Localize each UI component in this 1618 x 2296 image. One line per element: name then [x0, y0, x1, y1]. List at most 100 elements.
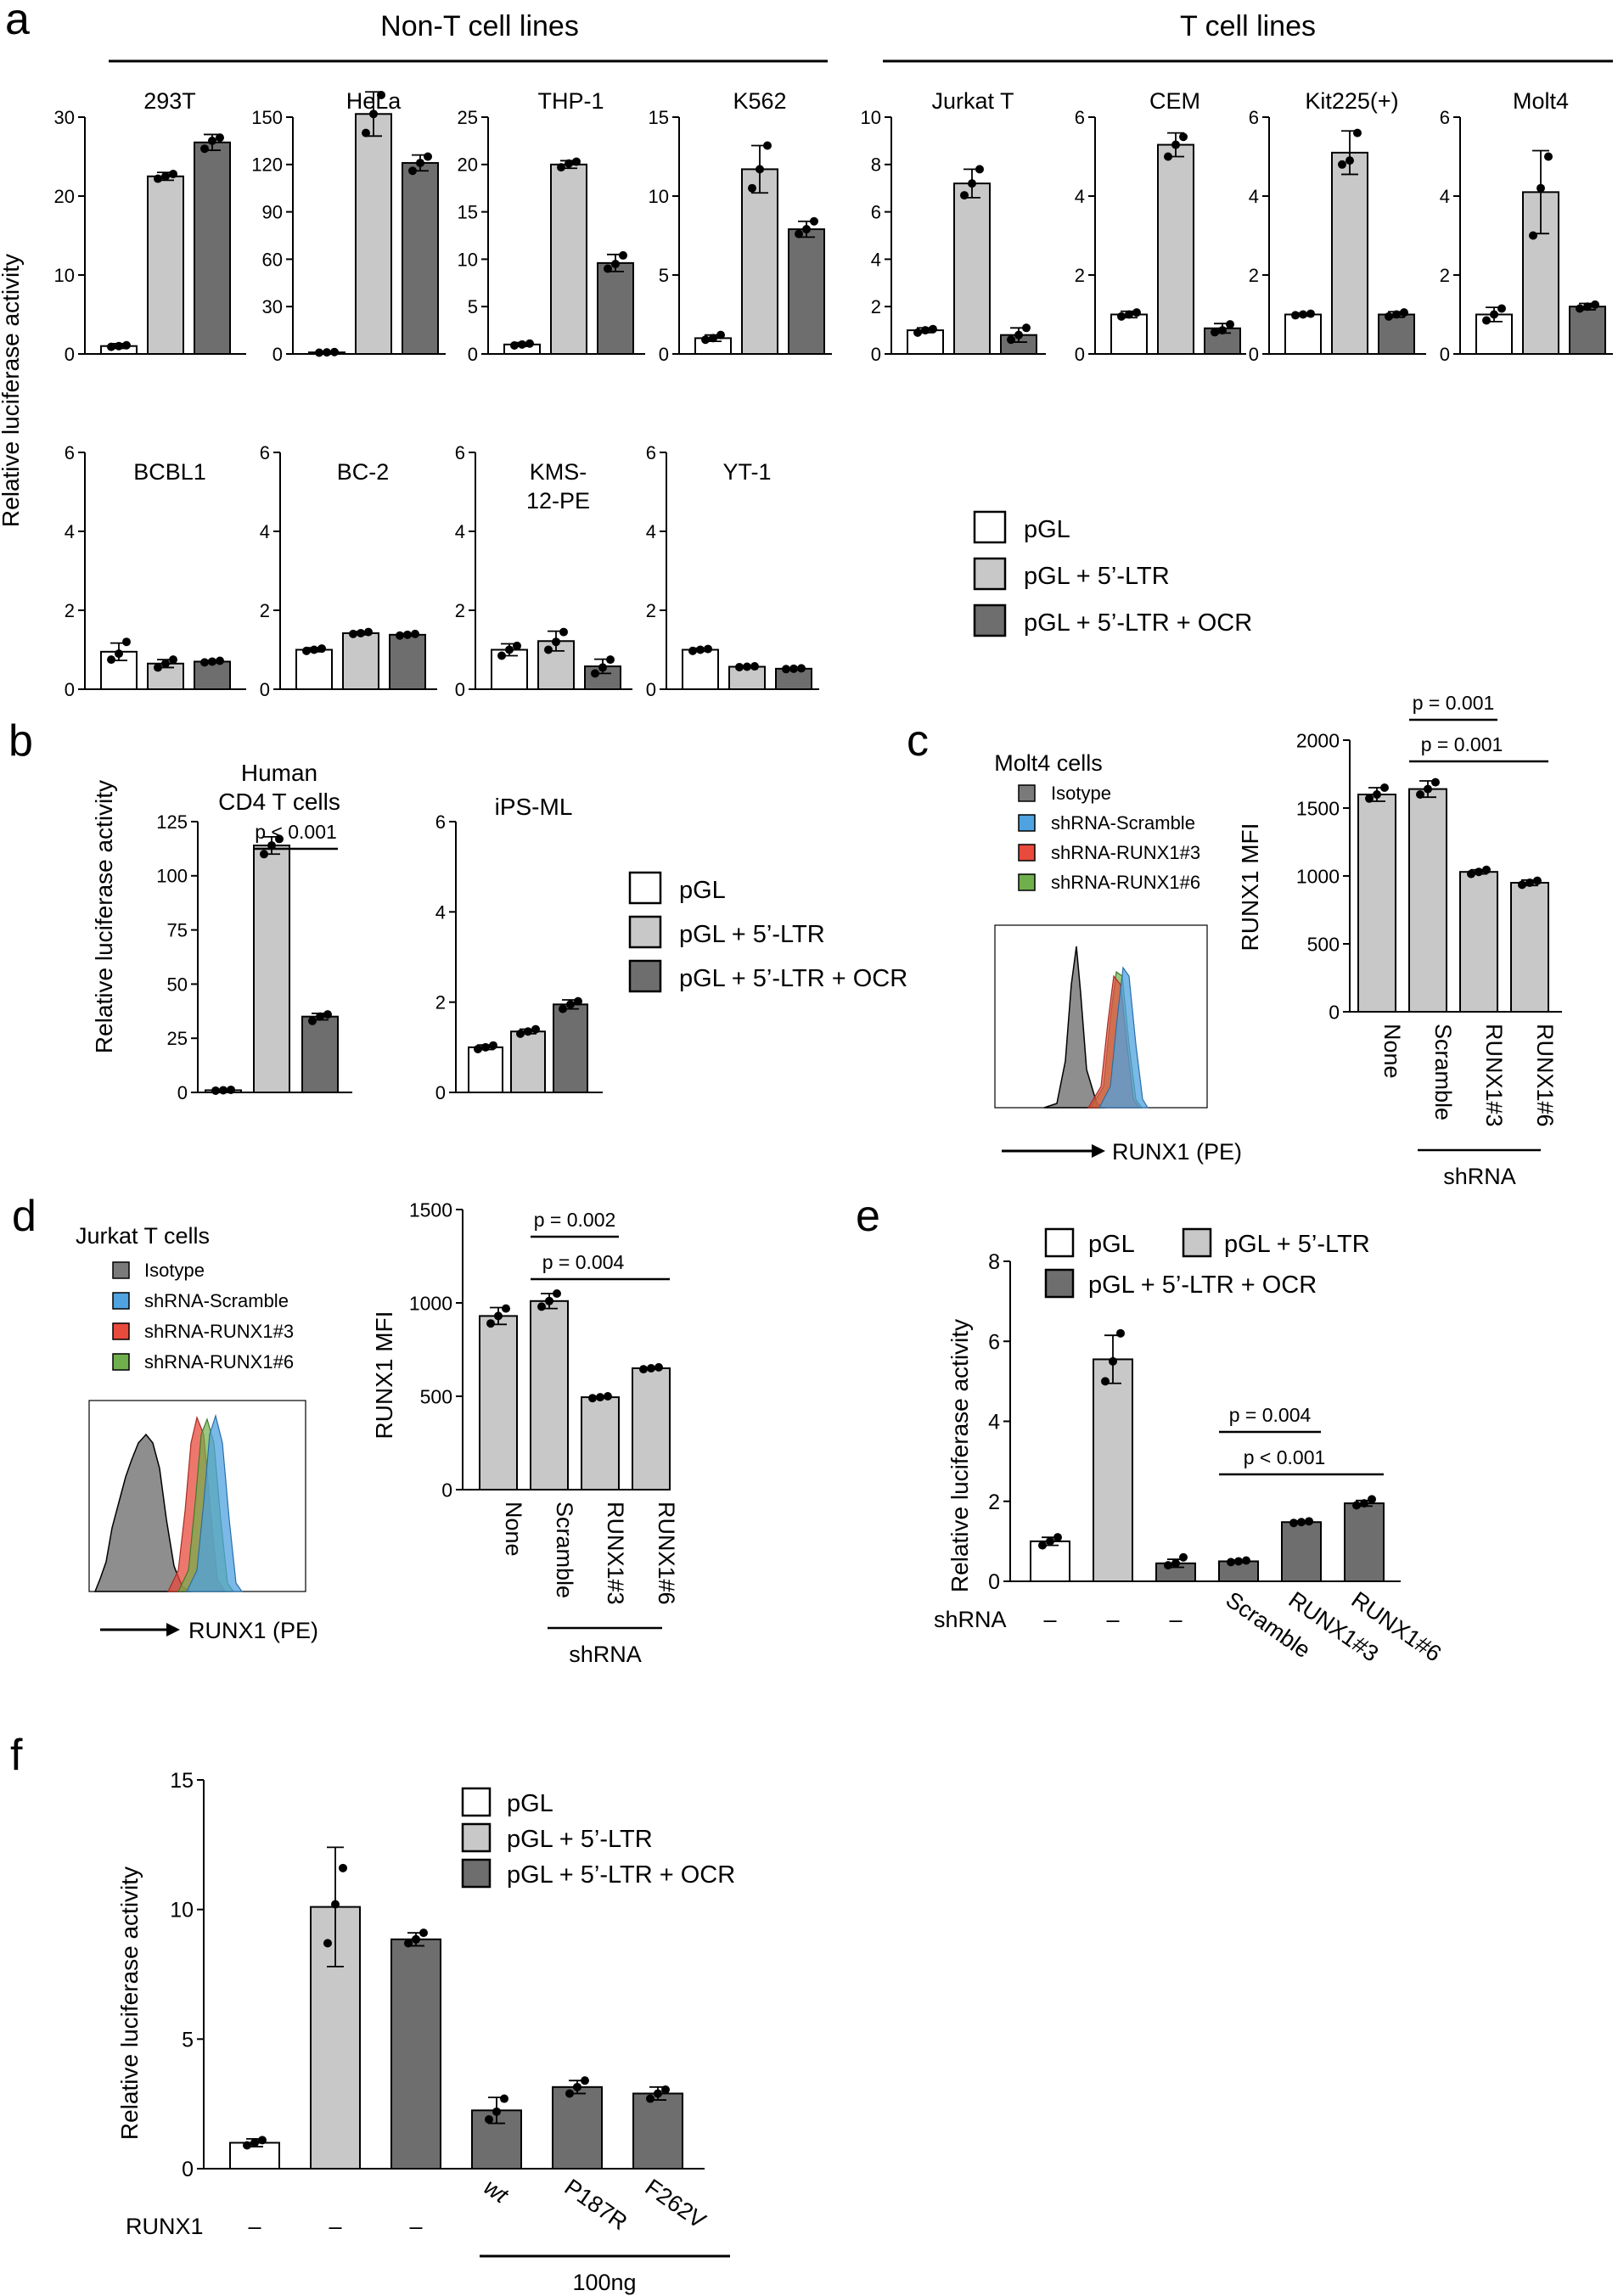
- panel-a-legend: pGL pGL + 5’-LTR pGL + 5’-LTR + OCR: [973, 510, 1252, 637]
- legend-label-ltr: pGL + 5’-LTR: [1024, 563, 1170, 590]
- chart-kit225: 0 2 4 6 Kit225(+): [1249, 88, 1426, 365]
- panel-letter-c: c: [907, 716, 929, 766]
- data-point: [481, 1042, 490, 1052]
- y-tick-label: 1000: [409, 1292, 452, 1314]
- y-tick-label: 4: [260, 521, 270, 542]
- data-point: [611, 259, 620, 268]
- chart-title: Human: [241, 760, 317, 786]
- data-point: [1591, 300, 1599, 309]
- bar: [581, 1396, 620, 1490]
- y-tick-label: 6: [1440, 107, 1450, 128]
- flow-legend-label: Isotype: [1051, 783, 1111, 804]
- y-tick-label: 15: [170, 1769, 194, 1793]
- data-point: [161, 659, 170, 668]
- data-point: [516, 1029, 525, 1038]
- y-tick-label: 125: [156, 811, 188, 833]
- data-point: [339, 1863, 347, 1872]
- y-tick-label: 4: [1440, 186, 1450, 207]
- data-point: [1385, 312, 1393, 321]
- bar: [597, 261, 634, 356]
- panel-e-row-label: shRNA: [934, 1607, 1007, 1632]
- significance-label: p = 0.004: [542, 1251, 625, 1273]
- data-point: [1373, 790, 1381, 799]
- data-point: [317, 644, 326, 654]
- data-point: [573, 2082, 581, 2091]
- significance-label: p = 0.002: [534, 1209, 616, 1231]
- flow-legend-swatch-runx3: [112, 1322, 130, 1340]
- chart-title: 12-PE: [526, 488, 590, 514]
- panel-f-group-label: 100ng: [572, 2270, 636, 2295]
- y-tick-label: 15: [458, 202, 478, 223]
- data-point: [559, 1004, 567, 1013]
- bar: [1459, 871, 1498, 1013]
- data-point: [544, 645, 553, 654]
- bar: [530, 1300, 569, 1491]
- category-label: None: [501, 1502, 526, 1557]
- panel-f-row-label: RUNX1: [126, 2214, 204, 2239]
- flow-legend-label: shRNA-RUNX1#6: [1051, 872, 1200, 893]
- y-tick-label: 90: [262, 202, 283, 223]
- data-point: [1053, 1533, 1062, 1542]
- data-point: [545, 1296, 553, 1305]
- bar: [479, 1315, 518, 1491]
- y-tick-label: 0: [441, 1479, 452, 1501]
- y-tick-label: 0: [177, 1082, 188, 1103]
- data-point: [709, 334, 717, 343]
- y-tick-label: 0: [871, 344, 881, 365]
- data-point: [208, 136, 216, 145]
- bar: [389, 633, 426, 691]
- data-point: [154, 663, 162, 672]
- flow-xlabel: RUNX1 (PE): [1112, 1139, 1242, 1165]
- category-label: Scramble: [552, 1502, 577, 1598]
- y-tick-label: 15: [649, 107, 669, 128]
- data-point: [1533, 876, 1542, 885]
- category-label: –: [248, 2214, 261, 2239]
- data-point: [489, 1041, 497, 1050]
- chart-yt1: 0 2 4 6 YT-1: [646, 442, 819, 700]
- bar: [632, 2092, 683, 2170]
- y-tick-label: 4: [1075, 186, 1085, 207]
- chart-jurkat-t: 0 2 4 6 8 10 Jurkat T: [861, 88, 1046, 365]
- y-tick-label: 25: [167, 1028, 188, 1049]
- bar: [788, 228, 825, 355]
- bar: [1569, 306, 1606, 356]
- data-point: [408, 166, 417, 176]
- data-point: [1576, 304, 1584, 313]
- data-point: [1171, 140, 1180, 149]
- y-tick-label: 4: [65, 521, 75, 542]
- data-point: [647, 1364, 655, 1373]
- data-point: [531, 1024, 540, 1034]
- data-point: [510, 340, 519, 350]
- y-tick-label: 10: [170, 1899, 194, 1923]
- y-tick-label: 5: [659, 265, 669, 286]
- y-tick-label: 1500: [409, 1199, 452, 1221]
- data-point: [704, 644, 712, 654]
- data-point: [494, 1311, 503, 1321]
- group-title-t: T cell lines: [1180, 10, 1316, 42]
- data-point: [553, 1289, 561, 1298]
- bar: [1281, 1521, 1322, 1583]
- y-tick-label: 6: [1075, 107, 1085, 128]
- legend-swatch-pgl: [461, 1787, 492, 1817]
- panel-d-group-label: shRNA: [569, 1642, 642, 1667]
- flow-legend-swatch-runx6: [112, 1353, 130, 1371]
- panel-c-ylabel: RUNX1 MFI: [1237, 823, 1263, 952]
- y-tick-label: 4: [988, 1411, 1000, 1434]
- chart-kms12pe: 0 2 4 6 KMS- 12-PE: [455, 442, 632, 700]
- data-point: [604, 264, 612, 273]
- legend-swatch-pgl: [628, 871, 662, 905]
- bar: [1157, 143, 1194, 355]
- bar: [682, 648, 719, 690]
- y-tick-label: 8: [988, 1250, 1000, 1274]
- category-label: –: [409, 2214, 422, 2239]
- flow-legend-label: shRNA-Scramble: [144, 1290, 289, 1311]
- data-point: [588, 1394, 597, 1403]
- data-point: [424, 152, 432, 161]
- data-point: [559, 627, 568, 637]
- chart-cd4-t-cells: 0 25 50 75 100 125 Human CD4 T cells p < 0.001: [156, 760, 352, 1103]
- chart-jurkat-mfi: 0 500 1000 1500 None Scramble RUNX1#3 RUNX1#6 p …: [409, 1199, 679, 1604]
- data-point: [552, 637, 560, 647]
- panel-letter-f: f: [10, 1731, 23, 1780]
- flow-arrow-head: [166, 1623, 180, 1636]
